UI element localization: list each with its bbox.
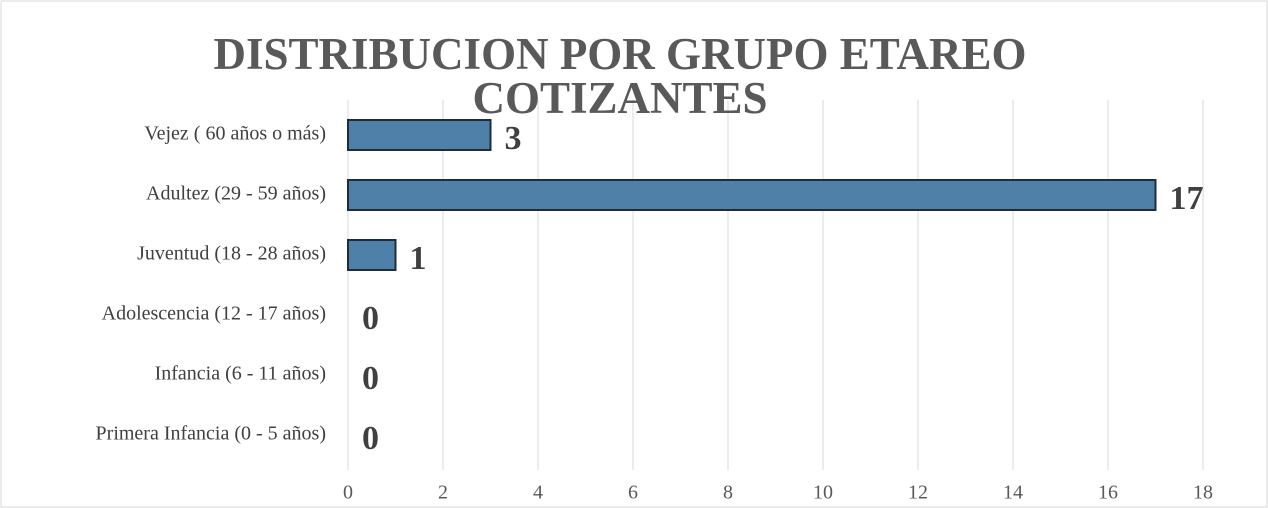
data-label: 3: [505, 120, 522, 157]
x-tick-label: 0: [343, 482, 353, 504]
y-tick-label: Primera Infancia (0 - 5 años): [96, 423, 326, 445]
y-tick-label: Infancia (6 - 11 años): [155, 363, 326, 385]
y-tick-label: Vejez ( 60 años o más): [144, 123, 326, 145]
x-tick-label: 16: [1098, 482, 1118, 504]
bar: [347, 179, 1157, 211]
y-tick-label: Adolescencia (12 - 17 años): [102, 303, 326, 325]
bar: [347, 239, 397, 271]
x-tick-label: 4: [533, 482, 543, 504]
x-tick-label: 10: [813, 482, 833, 504]
data-label: 17: [1170, 180, 1204, 217]
data-label: 1: [410, 240, 427, 277]
x-tick-label: 12: [908, 482, 928, 504]
data-label: 0: [362, 300, 379, 337]
data-label: 0: [362, 360, 379, 397]
chart-title: DISTRIBUCION POR GRUPO ETAREO COTIZANTES: [213, 29, 1027, 123]
x-tick-label: 14: [1003, 482, 1023, 504]
data-label: 0: [362, 420, 379, 457]
y-tick-label: Juventud (18 - 28 años): [137, 243, 326, 265]
x-tick-label: 6: [628, 482, 638, 504]
bar: [347, 119, 492, 151]
x-tick-label: 18: [1193, 482, 1213, 504]
y-tick-label: Adultez (29 - 59 años): [146, 183, 326, 205]
x-tick-label: 8: [723, 482, 733, 504]
x-tick-label: 2: [438, 482, 448, 504]
